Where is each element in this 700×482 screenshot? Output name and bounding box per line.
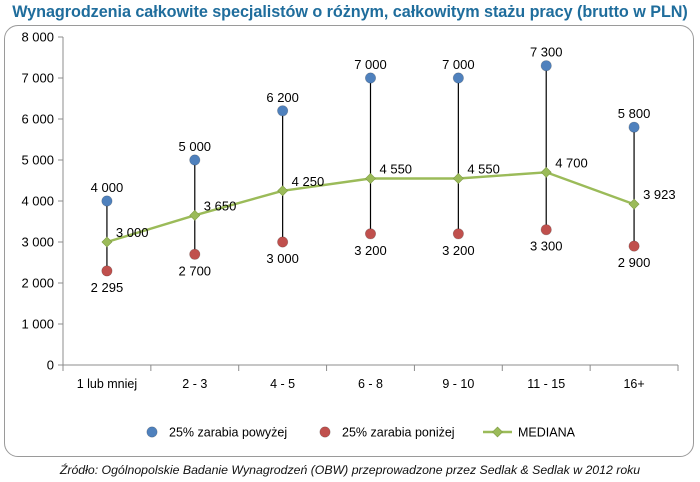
upper-point (540, 60, 552, 72)
median-point (452, 173, 464, 184)
x-tick-label: 1 lub mniej (77, 377, 137, 391)
y-tick-label: 6 000 (21, 112, 54, 127)
median-label: 4 700 (555, 155, 588, 170)
y-tick-label: 0 (47, 358, 54, 373)
upper-label: 5 000 (179, 139, 212, 154)
y-tick-label: 3 000 (21, 235, 54, 250)
y-tick-label: 1 000 (21, 317, 54, 332)
axes: 0 1 000 2 000 3 000 4 000 5 000 6 000 7 000 8 00… (21, 30, 679, 391)
median-label: 4 550 (467, 161, 500, 176)
median-point (365, 173, 376, 184)
lower-label: 3 000 (266, 251, 299, 266)
lower-label: 2 700 (179, 263, 212, 278)
upper-label: 7 300 (530, 45, 563, 60)
median-point (101, 236, 113, 248)
legend-marker-upper (146, 426, 158, 438)
median-label: 3 923 (643, 187, 676, 202)
median-label: 3 650 (204, 198, 237, 213)
legend-label-upper: 25% zarabia powyżej (169, 426, 287, 440)
upper-label: 4 000 (91, 180, 124, 195)
y-tick-label: 7 000 (21, 71, 54, 86)
median-point (189, 209, 201, 221)
lower-point (540, 224, 552, 236)
y-tick-label: 8 000 (21, 30, 54, 45)
lower-point (364, 228, 376, 240)
upper-point (101, 195, 113, 207)
source-note: Źródło: Ogólnopolskie Badanie Wynagrodze… (59, 463, 641, 477)
y-tick-label: 5 000 (21, 153, 54, 168)
x-tick-label: 4 - 5 (270, 377, 295, 391)
x-tick-label: 6 - 8 (358, 377, 383, 391)
median-point (540, 166, 552, 178)
lower-label: 2 295 (91, 280, 124, 295)
upper-point (364, 72, 376, 84)
upper-point (277, 105, 289, 117)
upper-label: 6 200 (266, 90, 299, 105)
data-labels: 4 000 5 000 6 200 7 000 7 000 7 300 5 800 2 295… (91, 45, 676, 295)
legend-label-lower: 25% zarabia poniżej (342, 426, 455, 440)
legend-marker-lower (319, 426, 331, 438)
range-lines (106, 65, 635, 271)
legend: 25% zarabia powyżej 25% zarabia poniżej ME… (146, 426, 576, 440)
lower-point (452, 228, 464, 240)
chart: 0 1 000 2 000 3 000 4 000 5 000 6 000 7 000 8 00… (21, 30, 679, 440)
x-tick-label: 2 - 3 (182, 377, 207, 391)
lower-label: 3 300 (530, 239, 563, 254)
lower-label: 3 200 (354, 243, 387, 258)
upper-label: 5 800 (618, 106, 651, 121)
upper-point (452, 72, 464, 84)
chart-frame (4, 25, 694, 457)
median-label: 3 000 (116, 225, 149, 240)
chart-title: Wynagrodzenia całkowite specjalistów o r… (12, 3, 688, 21)
legend-label-median: MEDIANA (518, 426, 576, 440)
median-point (277, 185, 289, 197)
median-label: 4 250 (292, 174, 325, 189)
y-tick-label: 4 000 (21, 194, 54, 209)
upper-point (189, 154, 201, 166)
lower-point (189, 248, 201, 260)
upper-label: 7 000 (354, 57, 387, 72)
median-point (628, 198, 640, 210)
upper-label: 7 000 (442, 57, 475, 72)
median-layer (101, 166, 640, 248)
lower-point (628, 240, 640, 252)
lower-point (277, 236, 289, 248)
x-tick-label: 11 - 15 (527, 377, 565, 391)
x-tick-label: 9 - 10 (442, 377, 474, 391)
legend-marker-median (492, 426, 503, 438)
lower-label: 2 900 (618, 255, 651, 270)
lower-label: 3 200 (442, 243, 475, 258)
lower-point (101, 265, 113, 277)
points (101, 60, 640, 277)
y-tick-label: 2 000 (21, 276, 54, 291)
upper-point (628, 121, 640, 133)
x-tick-label: 16+ (623, 377, 644, 391)
median-label: 4 550 (380, 161, 413, 176)
